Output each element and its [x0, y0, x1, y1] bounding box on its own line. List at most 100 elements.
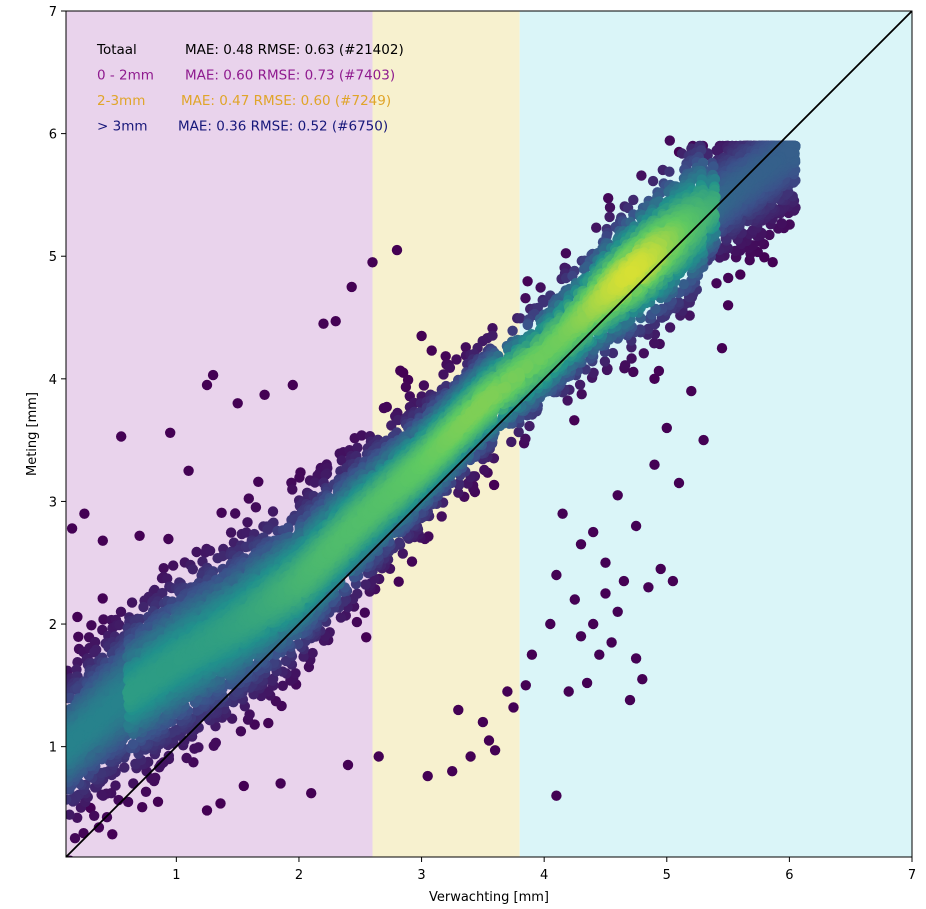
scatter-point-79 — [361, 632, 372, 643]
scatter-point-44 — [575, 539, 587, 550]
scatter-point-11 — [416, 330, 427, 342]
scatter-point-333 — [336, 455, 347, 466]
scatter-point-110 — [243, 493, 254, 504]
scatter-point-124 — [381, 401, 392, 413]
scatter-point-4067 — [110, 698, 122, 709]
scatter-point-218 — [649, 338, 660, 349]
scatter-point-199 — [776, 218, 787, 229]
scatter-point-23 — [667, 575, 679, 587]
scatter-point-4064 — [82, 721, 94, 733]
scatter-point-176 — [181, 752, 192, 764]
scatter-point-196 — [636, 170, 647, 181]
scatter-point-268 — [591, 222, 602, 233]
scatter-point-104 — [216, 507, 227, 518]
scatter-point-33 — [606, 637, 617, 648]
scatter-point-54 — [649, 459, 660, 470]
scatter-point-38 — [422, 770, 433, 782]
scatter-point-66 — [465, 751, 476, 762]
scatter-point-228 — [277, 680, 288, 691]
scatter-point-90 — [97, 593, 108, 604]
scatter-point-14 — [66, 523, 78, 534]
scatter-point-63 — [342, 759, 354, 771]
scatter-point-114 — [359, 607, 370, 618]
scatter-point-68 — [483, 735, 495, 746]
scatter-point-103 — [711, 278, 722, 289]
scatter-point-854 — [66, 794, 72, 805]
scatter-point-12 — [391, 244, 403, 256]
scatter-point-27 — [630, 653, 642, 664]
scatter-point-275 — [110, 780, 121, 791]
scatter-point-22 — [551, 790, 562, 801]
scatter-point-376 — [487, 330, 498, 341]
scatter-point-418 — [386, 420, 397, 431]
scatter-point-294 — [664, 322, 676, 333]
scatter-point-434 — [360, 579, 371, 590]
scatter-point-227 — [444, 362, 456, 373]
scatter-point-126 — [122, 796, 134, 808]
scatter-point-204 — [479, 464, 490, 476]
scatter-point-175 — [764, 229, 775, 241]
scatter-point-25 — [643, 582, 654, 593]
scatter-point-239 — [242, 517, 253, 528]
scatter-point-689 — [262, 524, 273, 535]
scatter-point-454 — [187, 564, 198, 575]
scatter-point-83 — [107, 829, 118, 840]
scatter-point-303 — [163, 750, 174, 762]
scatter-point-570 — [647, 175, 659, 187]
scatter-point-486 — [599, 356, 611, 367]
scatter-point-375 — [114, 619, 125, 631]
scatter-point-78 — [215, 798, 226, 809]
scatter-point-112 — [351, 616, 363, 628]
scatter-point-326 — [335, 612, 347, 623]
scatter-point-49 — [735, 269, 746, 280]
scatter-point-192 — [451, 354, 462, 365]
scatter-point-26 — [637, 674, 648, 685]
scatter-point-420 — [89, 647, 100, 658]
scatter-point-55 — [630, 520, 642, 532]
scatter-point-315 — [267, 506, 279, 517]
scatter-point-17 — [134, 530, 145, 541]
scatter-point-164 — [210, 737, 221, 748]
scatter-point-42 — [545, 618, 556, 630]
scatter-point-237 — [438, 369, 449, 380]
scatter-point-1 — [165, 427, 176, 438]
scatter-point-62 — [238, 780, 249, 792]
scatter-point-73 — [588, 618, 599, 630]
scatter-point-645 — [607, 347, 619, 359]
scatter-point-94 — [393, 576, 404, 587]
scatter-point-106 — [406, 556, 418, 567]
scatter-point-31 — [594, 649, 605, 660]
scatter-point-202 — [626, 353, 637, 364]
scatter-point-259 — [397, 548, 408, 559]
scatter-point-213 — [168, 560, 179, 571]
scatter-point-101 — [400, 381, 412, 393]
scatter-point-40 — [502, 686, 513, 697]
scatter-point-16 — [97, 535, 109, 546]
scatter-point-188 — [520, 433, 531, 444]
scatter-point-74 — [569, 594, 580, 605]
scatter-point-15 — [79, 508, 90, 519]
scatter-point-109 — [69, 833, 81, 844]
scatter-point-335 — [506, 436, 517, 448]
scatter-point-39 — [477, 716, 489, 728]
scatter-point-731 — [338, 596, 350, 607]
scatter-point-71 — [575, 631, 587, 642]
scatter-point-163 — [250, 502, 262, 513]
scatter-point-37 — [447, 766, 458, 777]
scatter-point-182 — [158, 563, 169, 574]
scatter-point-127 — [140, 786, 152, 797]
scatter-point-76 — [722, 300, 734, 311]
scatter-point-195 — [604, 202, 616, 213]
scatter-point-134 — [294, 472, 305, 483]
scatter-point-852 — [135, 613, 146, 625]
scatter-point-77 — [649, 373, 660, 384]
scatter-point-173 — [620, 360, 631, 371]
scatter-point-87 — [653, 365, 665, 377]
scatter-point-250 — [562, 395, 573, 406]
scatter-point-117 — [603, 193, 614, 204]
scatter-point-197 — [356, 430, 367, 441]
scatter-point-489 — [119, 762, 130, 773]
scatter-point-251 — [290, 668, 301, 679]
scatter-point-142 — [89, 810, 100, 821]
scatter-point-145 — [98, 614, 109, 625]
